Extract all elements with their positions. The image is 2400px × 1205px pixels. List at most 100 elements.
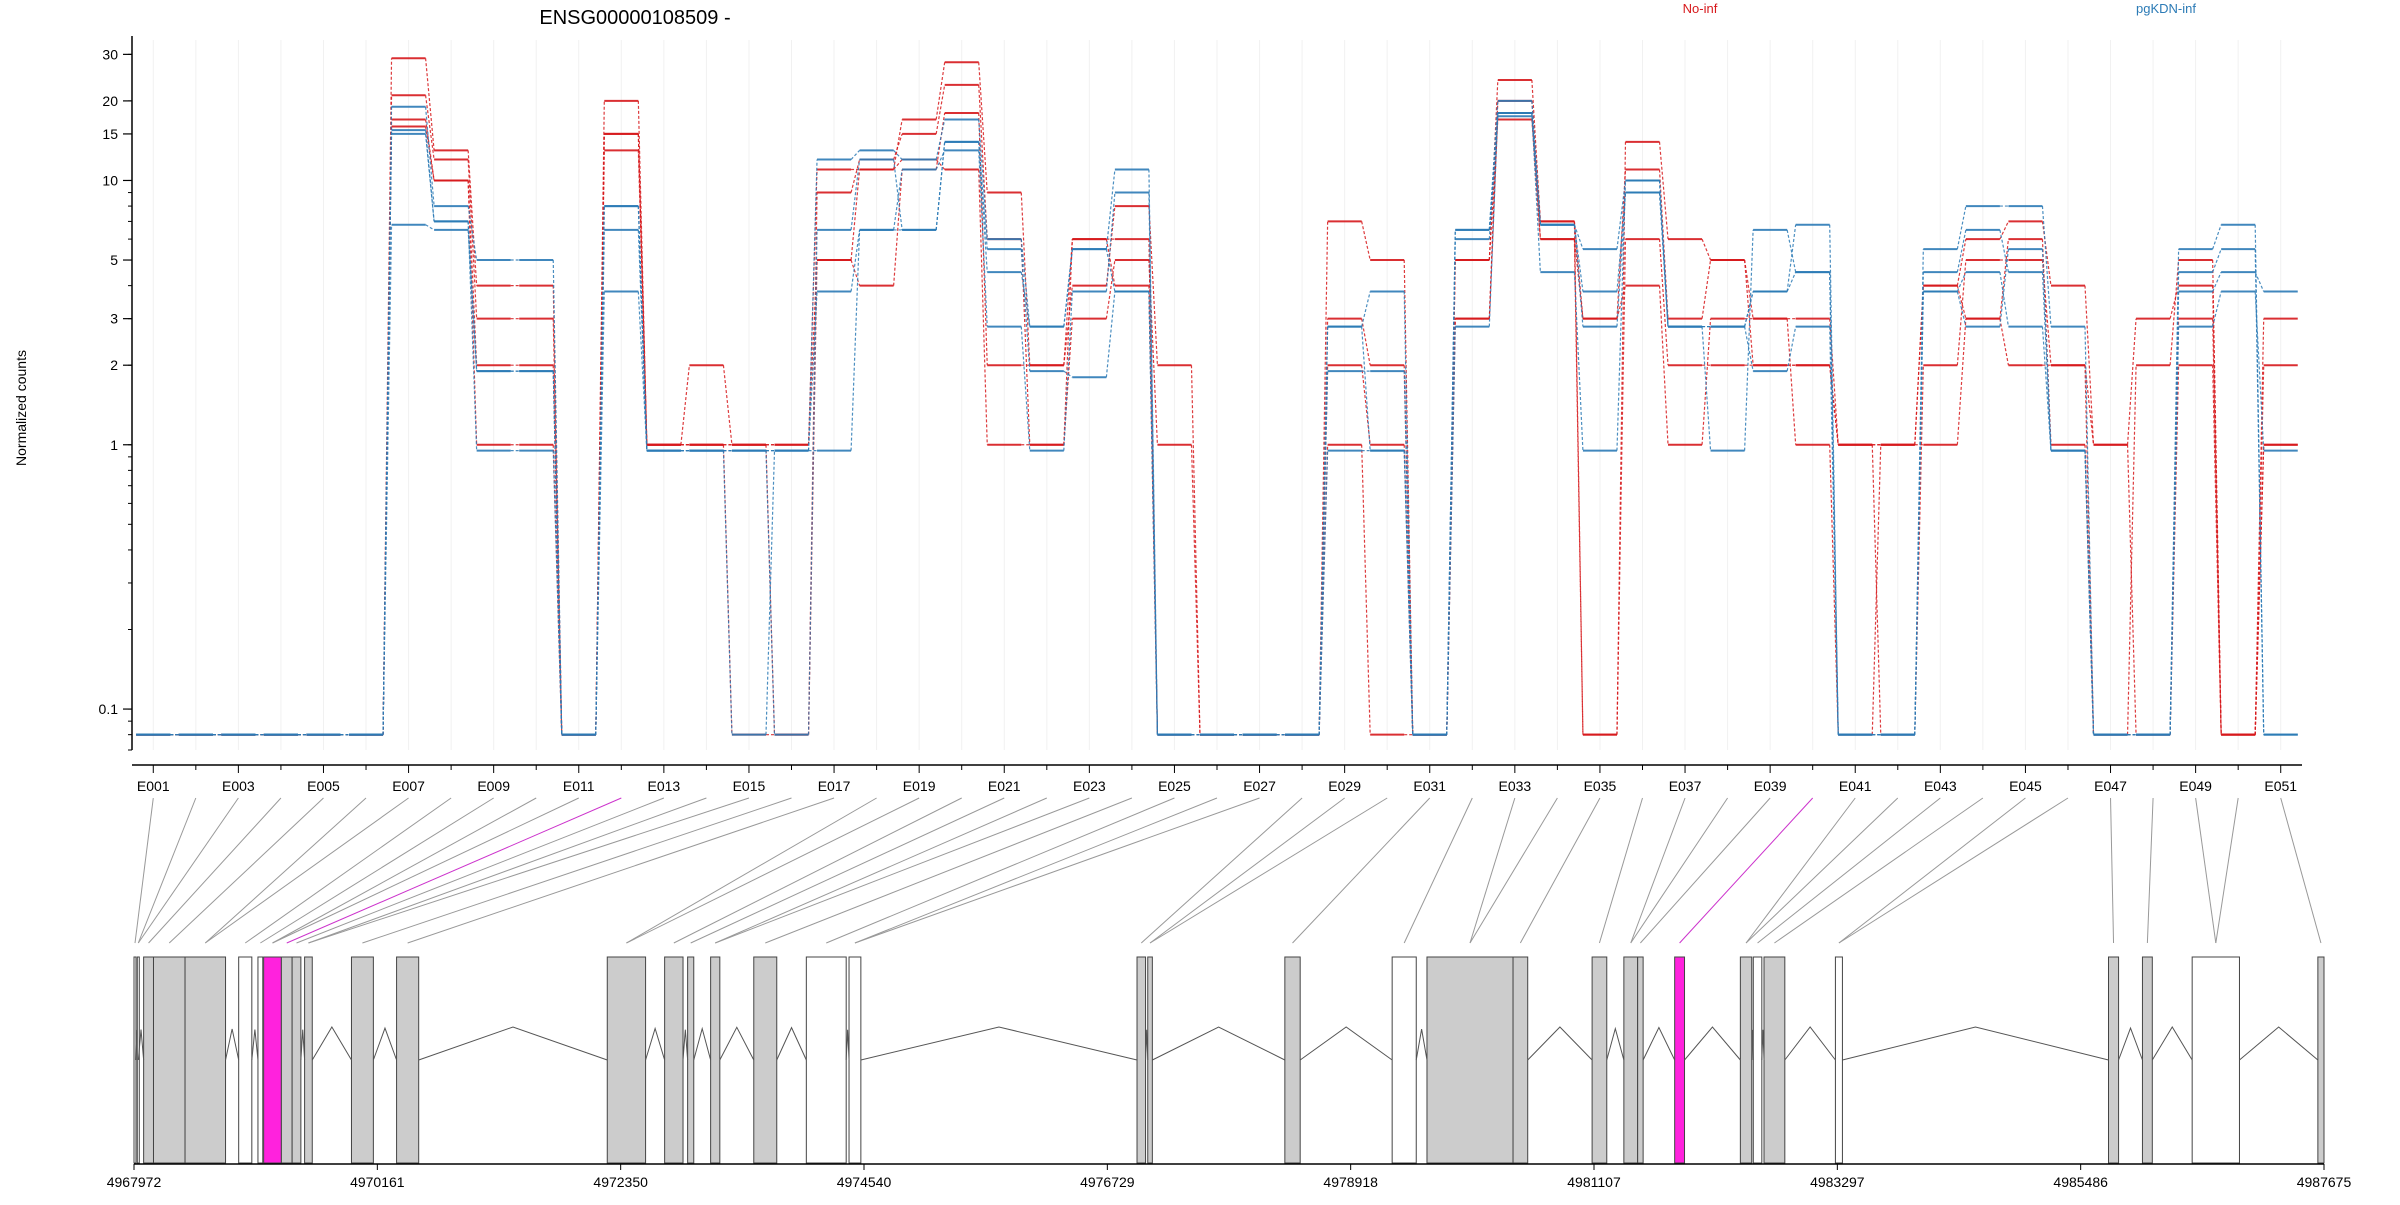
intron-line bbox=[682, 1029, 689, 1061]
axes: 0.1 1 2 3 5 10 15 20 30 E001 E003 E005 E007 E009 E011 E… bbox=[99, 36, 2302, 794]
exon-connector bbox=[1149, 797, 1345, 944]
exon-connector bbox=[1745, 797, 1856, 944]
series-connector bbox=[893, 169, 903, 230]
series-connector bbox=[1999, 249, 2010, 327]
series-connector bbox=[2169, 285, 2180, 319]
exon-connector bbox=[626, 797, 920, 944]
exon-block bbox=[1752, 956, 1763, 1164]
exon-connector bbox=[2215, 797, 2239, 944]
series-layer bbox=[136, 57, 2298, 736]
series-connector bbox=[1446, 239, 1456, 735]
exon-connector bbox=[854, 797, 1218, 944]
exon-connector bbox=[272, 797, 579, 944]
genome-tick-label: 4976729 bbox=[1080, 1174, 1135, 1190]
exon-connector bbox=[673, 797, 962, 944]
series-connector bbox=[978, 169, 988, 445]
series-connector bbox=[1488, 112, 1499, 327]
x-tick-label: E001 bbox=[137, 778, 170, 794]
series-connector bbox=[1403, 371, 1414, 735]
series-connector bbox=[1531, 112, 1541, 273]
series-connector bbox=[382, 106, 393, 735]
series-connector bbox=[552, 260, 563, 735]
series-connector bbox=[1105, 169, 1116, 250]
series-connector bbox=[1318, 326, 1329, 735]
intron-line bbox=[719, 1026, 755, 1061]
intron-line bbox=[1842, 1026, 2109, 1061]
series-connector bbox=[850, 229, 861, 292]
intron-line bbox=[2118, 1026, 2143, 1061]
intron-line bbox=[1751, 1029, 1754, 1061]
genome-tick-label: 4987675 bbox=[2297, 1174, 2352, 1190]
series-connector bbox=[1786, 229, 1797, 273]
series-connector bbox=[1361, 221, 1371, 261]
x-tick-label: E003 bbox=[222, 778, 255, 794]
x-tick-label: E041 bbox=[1839, 778, 1872, 794]
intron-line bbox=[645, 1026, 666, 1061]
series-connector bbox=[2212, 291, 2222, 327]
series-connector bbox=[2254, 291, 2265, 451]
series-connector bbox=[1744, 326, 1754, 372]
intron-line bbox=[1415, 1029, 1428, 1061]
series-connector bbox=[1999, 318, 2010, 366]
exon-connector bbox=[2280, 797, 2322, 944]
series-connector bbox=[978, 84, 988, 240]
exon-block bbox=[143, 956, 154, 1164]
x-tick-label: E035 bbox=[1584, 778, 1617, 794]
series-connector bbox=[1701, 238, 1712, 261]
series-connector bbox=[1105, 192, 1116, 292]
y-tick-label: 20 bbox=[102, 93, 118, 109]
series-connector bbox=[1956, 259, 1967, 366]
series-connector bbox=[978, 112, 988, 366]
series-connector bbox=[467, 150, 478, 286]
series-connector bbox=[382, 130, 393, 735]
series-connector bbox=[1573, 239, 1584, 735]
series-connector bbox=[850, 149, 861, 160]
series-connector bbox=[2084, 365, 2095, 445]
exon-block bbox=[1512, 956, 1529, 1164]
series-connector bbox=[424, 95, 435, 160]
x-tick-label: E017 bbox=[818, 778, 851, 794]
x-tick-label: E047 bbox=[2094, 778, 2127, 794]
series-connector bbox=[1744, 229, 1754, 451]
series-connector bbox=[1616, 192, 1627, 292]
intron-line bbox=[845, 1029, 850, 1061]
exon-connector bbox=[1774, 797, 1984, 944]
exon-connector bbox=[1469, 797, 1516, 944]
series-connector bbox=[1020, 272, 1031, 327]
y-tick-label: 1 bbox=[110, 437, 118, 453]
intron-line bbox=[137, 1029, 145, 1061]
exon-connector bbox=[854, 797, 1260, 944]
series-connector bbox=[1786, 326, 1797, 372]
series-connector bbox=[424, 130, 435, 222]
series-connector bbox=[1956, 285, 1967, 319]
series-connector bbox=[424, 106, 435, 207]
exon-connector bbox=[407, 797, 835, 944]
exon-block bbox=[396, 956, 420, 1164]
series-connector bbox=[2041, 326, 2052, 451]
exon-connector bbox=[1838, 797, 2026, 944]
series-connector bbox=[1573, 224, 1584, 327]
exon-connector bbox=[1140, 797, 1303, 944]
intron-line bbox=[1784, 1026, 1836, 1061]
series-connector bbox=[2212, 224, 2222, 250]
series-connector bbox=[850, 169, 861, 261]
exon-connector bbox=[715, 797, 1090, 944]
series-connector bbox=[1488, 100, 1499, 230]
exon-connector bbox=[308, 797, 750, 944]
series-connector bbox=[637, 206, 648, 451]
series-connector bbox=[722, 450, 733, 735]
series-connector bbox=[552, 450, 563, 735]
series-connector bbox=[1361, 318, 1371, 366]
series-connector bbox=[1658, 285, 1669, 445]
series-connector bbox=[1744, 291, 1754, 327]
series-connector bbox=[1786, 224, 1797, 292]
x-tick-label: E023 bbox=[1073, 778, 1106, 794]
exon-connector bbox=[168, 797, 324, 944]
exon-connector bbox=[1519, 797, 1601, 944]
exon-block bbox=[2141, 956, 2153, 1164]
intron-line bbox=[251, 1029, 259, 1061]
series-connector bbox=[1020, 239, 1031, 445]
series-connector bbox=[1531, 79, 1541, 222]
chart-title: ENSG00000108509 - bbox=[539, 7, 730, 29]
